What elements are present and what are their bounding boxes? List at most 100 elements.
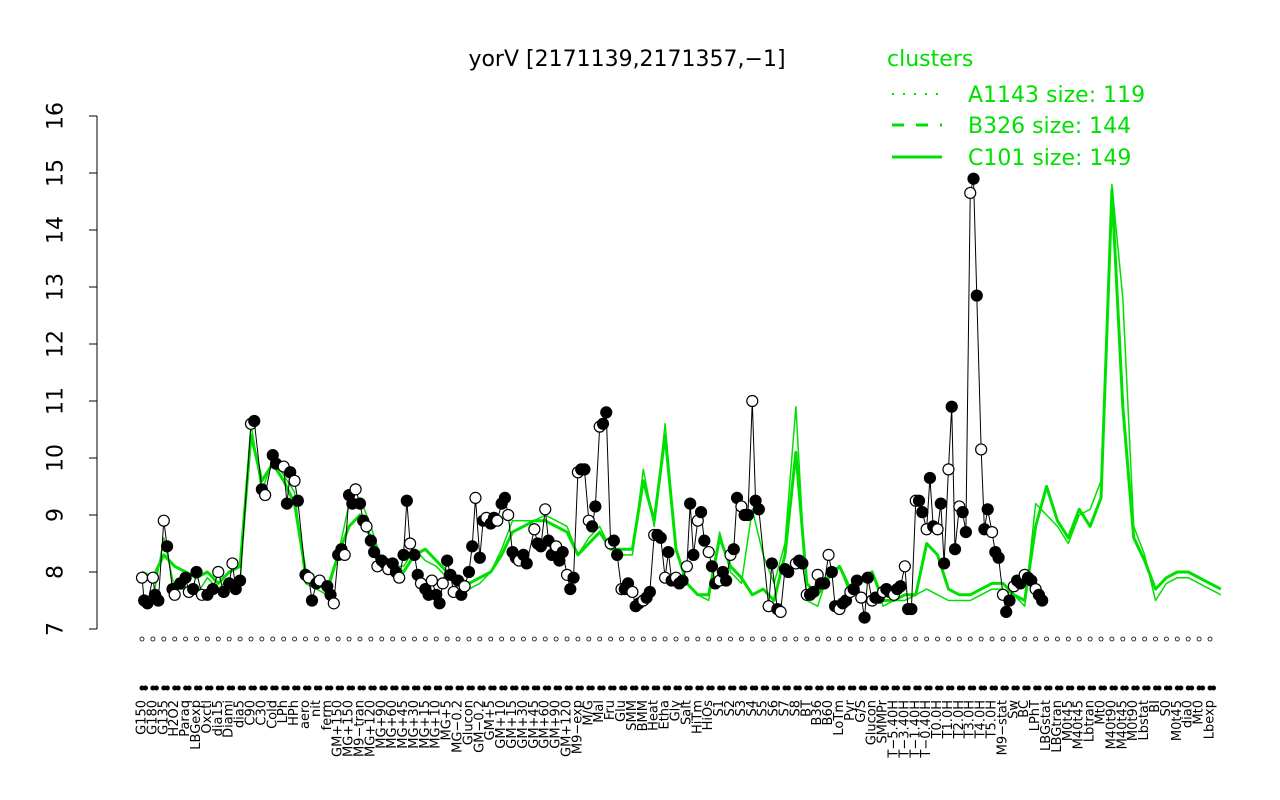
x-tick-label: T−1.40H [908, 700, 923, 759]
x-tick-mark [684, 685, 690, 691]
data-point [280, 497, 294, 510]
x-tick-mark [905, 685, 911, 691]
data-point [458, 580, 471, 593]
x-tick-mark [1076, 685, 1082, 691]
x-axis-marker [1065, 636, 1071, 642]
x-tick-label: SMM [625, 700, 640, 731]
x-tick-label: T−5.40H [886, 700, 901, 759]
x-tick-mark [284, 685, 290, 691]
x-axis-marker [281, 636, 287, 642]
x-axis-marker [194, 636, 199, 642]
x-tick-mark [916, 685, 922, 691]
x-tick-label: Mt0 [1192, 700, 1207, 725]
x-tick-label: Glu [614, 700, 629, 722]
x-tick-mark [564, 685, 570, 691]
data-point [212, 565, 225, 579]
x-axis-marker [597, 636, 603, 642]
x-axis-marker [924, 636, 930, 642]
x-tick-mark [935, 685, 941, 691]
data-point [528, 523, 541, 536]
x-axis-marker [1044, 636, 1049, 642]
x-tick-label: S5 [756, 700, 771, 717]
x-axis-marker [1174, 636, 1180, 642]
x-axis-marker [880, 636, 886, 642]
x-tick-mark [150, 685, 156, 691]
x-tick-label: dia5 [233, 700, 248, 728]
x-axis-marker [869, 636, 875, 642]
x-tick-mark [829, 685, 835, 691]
x-tick-mark [575, 685, 581, 691]
x-tick-mark [1102, 685, 1108, 691]
x-tick-mark [1069, 685, 1075, 691]
x-tick-mark [662, 685, 668, 691]
data-point [1000, 605, 1013, 619]
data-point [403, 537, 417, 550]
x-tick-mark [226, 685, 232, 691]
data-point [539, 503, 552, 516]
y-tick-label: 8 [44, 565, 69, 579]
x-tick-mark [175, 685, 181, 691]
x-tick-mark [513, 685, 519, 691]
data-point [226, 557, 239, 570]
x-tick-mark [836, 685, 842, 691]
x-tick-label: MG−0.2 [451, 700, 466, 753]
x-tick-label: Etha [658, 700, 673, 730]
data-point [349, 483, 362, 496]
y-tick-label: 10 [44, 444, 69, 472]
x-axis-marker [717, 636, 722, 642]
x-axis: G150G180G135H2O2ParaqLBGexpOxctldia15Dia… [135, 636, 1218, 759]
x-tick-label: GM+15 [505, 700, 520, 749]
x-axis-marker [640, 636, 646, 642]
x-axis-marker [913, 636, 919, 642]
x-tick-mark [317, 685, 323, 691]
x-tick-mark [695, 685, 701, 691]
x-tick-label: T4.0H [974, 700, 989, 739]
series-line-1 [141, 183, 1222, 607]
x-tick-mark [1196, 685, 1202, 691]
x-tick-mark [510, 685, 516, 691]
x-tick-label: BC [1017, 700, 1032, 718]
data-point [912, 494, 926, 507]
x-axis-marker [956, 636, 962, 642]
x-axis-marker [586, 636, 592, 642]
data-point [190, 565, 203, 579]
x-tick-mark [520, 685, 526, 691]
x-tick-mark [1003, 685, 1009, 691]
x-tick-mark [1142, 685, 1148, 691]
x-tick-mark [949, 685, 955, 691]
data-point [858, 611, 871, 624]
x-tick-mark [1112, 685, 1118, 691]
data-points [135, 172, 1049, 624]
x-axis-marker [1022, 636, 1028, 642]
x-tick-mark [390, 685, 396, 691]
data-point [796, 557, 809, 570]
x-tick-mark [1120, 685, 1126, 691]
legend-entry-c101: C101 size: 149 [968, 146, 1131, 171]
data-point [654, 531, 667, 544]
x-tick-mark [982, 685, 988, 691]
x-axis-marker [259, 636, 265, 642]
data-point [894, 580, 907, 593]
data-point [187, 582, 200, 596]
data-point [305, 594, 319, 607]
data-point [157, 514, 170, 527]
x-tick-mark [771, 685, 777, 691]
x-tick-mark [459, 685, 465, 691]
x-tick-mark [237, 685, 243, 691]
x-tick-mark [139, 685, 145, 691]
x-tick-mark [499, 685, 505, 691]
x-tick-mark [1131, 685, 1137, 691]
x-tick-label: HiTm [690, 700, 705, 734]
x-tick-label: nit [309, 700, 324, 717]
data-point [400, 494, 413, 507]
x-tick-mark [818, 685, 824, 691]
data-point [945, 400, 958, 413]
data-point [981, 503, 994, 516]
x-axis-marker [303, 636, 308, 642]
x-axis-marker [412, 636, 417, 642]
x-tick-label: S6 [767, 700, 782, 717]
x-tick-label: MG+150 [342, 700, 357, 757]
x-tick-mark [651, 685, 657, 691]
data-point [948, 543, 962, 556]
x-axis-marker [782, 636, 788, 642]
